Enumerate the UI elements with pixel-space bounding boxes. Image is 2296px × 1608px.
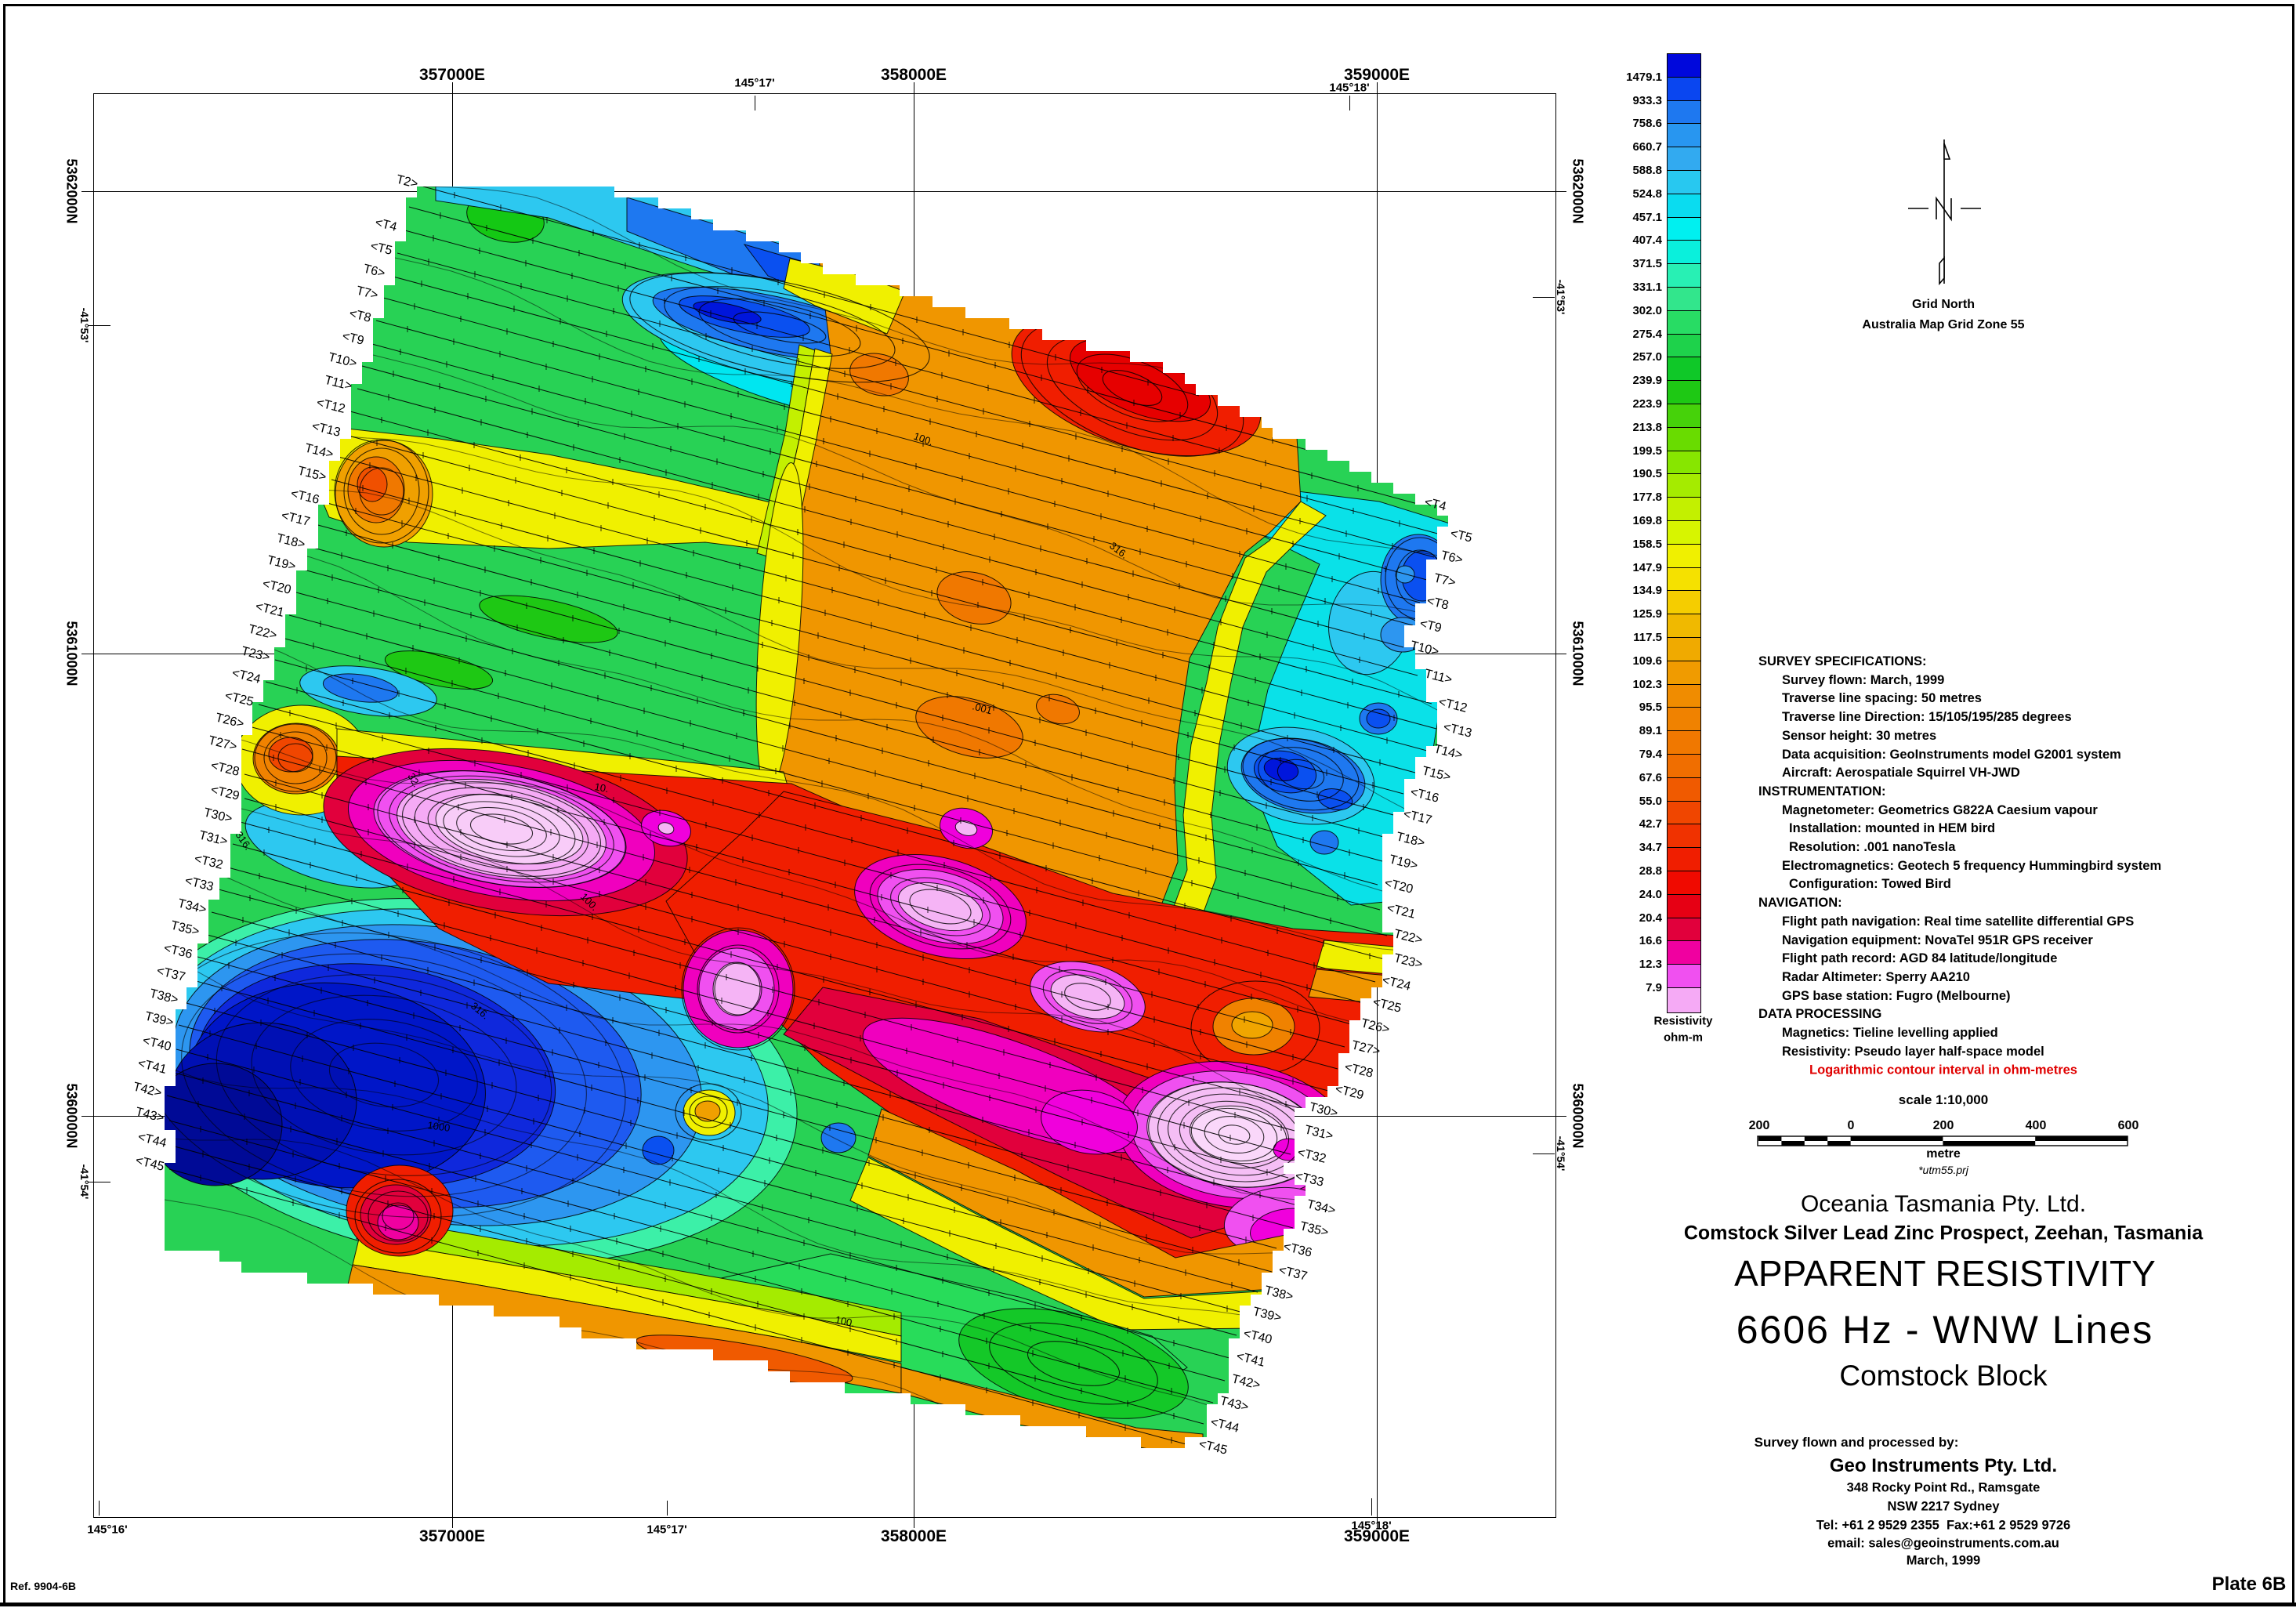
svg-text:<T24: <T24	[230, 666, 262, 686]
svg-text:10.: 10.	[593, 780, 609, 795]
svg-text:<T12: <T12	[315, 396, 346, 415]
svg-text:<T25: <T25	[223, 689, 255, 708]
svg-text:T31>: T31>	[197, 828, 229, 848]
svg-text:T39>: T39>	[143, 1009, 175, 1029]
svg-text:<T17: <T17	[280, 509, 311, 528]
svg-text:<T5: <T5	[369, 240, 393, 258]
svg-text:<T16: <T16	[1409, 785, 1440, 805]
svg-text:<T4: <T4	[1423, 495, 1447, 513]
svg-text:<T9: <T9	[1418, 617, 1443, 635]
svg-text:<T32: <T32	[193, 852, 224, 871]
svg-text:<T40: <T40	[141, 1034, 172, 1053]
svg-text:T11>: T11>	[323, 374, 353, 393]
svg-text:<T44: <T44	[1209, 1415, 1240, 1435]
svg-text:T43>: T43>	[1219, 1394, 1250, 1414]
svg-text:<T28: <T28	[1343, 1060, 1374, 1080]
svg-text:T30>: T30>	[1308, 1100, 1339, 1120]
svg-text:T26>: T26>	[1360, 1016, 1391, 1036]
svg-text:<T13: <T13	[310, 419, 342, 439]
svg-text:<T25: <T25	[1371, 995, 1403, 1015]
svg-text:<T45: <T45	[134, 1153, 165, 1173]
svg-text:T19>: T19>	[266, 553, 297, 573]
svg-text:T23>: T23>	[1392, 951, 1424, 971]
svg-text:T7>: T7>	[1432, 571, 1457, 589]
svg-text:T7>: T7>	[355, 284, 379, 302]
svg-text:<T20: <T20	[1383, 876, 1414, 896]
svg-text:<T13: <T13	[1442, 720, 1473, 740]
svg-text:T6>: T6>	[1440, 549, 1464, 567]
svg-text:<T9: <T9	[341, 330, 365, 348]
svg-text:<T29: <T29	[1334, 1082, 1365, 1102]
svg-text:T2>: T2>	[395, 173, 419, 191]
svg-text:T18>: T18>	[275, 531, 306, 551]
svg-text:<T45: <T45	[1197, 1437, 1229, 1457]
svg-text:<T16: <T16	[289, 487, 320, 506]
svg-text:T14>: T14>	[303, 441, 335, 461]
svg-text:T34>: T34>	[176, 896, 208, 916]
svg-text:T39>: T39>	[1251, 1305, 1283, 1324]
svg-text:100.: 100.	[834, 1313, 856, 1329]
svg-text:<T36: <T36	[162, 941, 194, 961]
svg-text:<T28: <T28	[209, 759, 241, 778]
svg-text:T30>: T30>	[202, 806, 234, 825]
svg-text:T15>: T15>	[1421, 764, 1452, 784]
svg-text:<T5: <T5	[1449, 527, 1473, 545]
svg-text:.001: .001	[971, 700, 993, 716]
svg-text:<T20: <T20	[261, 577, 292, 596]
svg-text:<T37: <T37	[1277, 1263, 1309, 1283]
svg-text:T15>: T15>	[296, 464, 328, 483]
svg-text:<T40: <T40	[1242, 1327, 1273, 1346]
svg-text:<T24: <T24	[1381, 973, 1412, 993]
svg-text:T11>: T11>	[1423, 667, 1454, 686]
svg-text:T34>: T34>	[1306, 1197, 1337, 1217]
svg-text:<T12: <T12	[1437, 695, 1468, 715]
svg-text:T43>: T43>	[134, 1105, 165, 1125]
svg-text:<T33: <T33	[183, 874, 215, 893]
svg-text:<T37: <T37	[155, 964, 187, 983]
svg-text:<T8: <T8	[1425, 594, 1450, 612]
svg-text:T22>: T22>	[247, 622, 278, 642]
svg-text:<T32: <T32	[1296, 1146, 1327, 1165]
svg-text:<T41: <T41	[1235, 1349, 1266, 1369]
svg-text:T35>: T35>	[1298, 1219, 1330, 1239]
svg-text:T19>: T19>	[1388, 853, 1419, 872]
svg-text:T23>: T23>	[240, 644, 271, 664]
svg-text:1000: 1000	[427, 1119, 451, 1134]
svg-text:T38>: T38>	[148, 987, 179, 1006]
svg-text:T42>: T42>	[1230, 1372, 1262, 1392]
svg-text:T6>: T6>	[362, 263, 386, 281]
svg-text:<T21: <T21	[1385, 901, 1417, 921]
svg-text:T14>: T14>	[1432, 742, 1464, 762]
svg-text:<T21: <T21	[254, 599, 285, 619]
svg-text:T22>: T22>	[1392, 927, 1424, 947]
svg-text:T26>: T26>	[214, 711, 245, 730]
svg-text:T18>: T18>	[1395, 830, 1426, 849]
svg-text:<T17: <T17	[1402, 807, 1433, 827]
svg-text:<T41: <T41	[136, 1056, 168, 1076]
svg-text:<T36: <T36	[1282, 1240, 1313, 1259]
svg-text:<T8: <T8	[348, 307, 372, 325]
svg-text:T35>: T35>	[169, 918, 201, 938]
svg-text:T31>: T31>	[1303, 1123, 1335, 1143]
svg-text:<T44: <T44	[136, 1130, 168, 1150]
svg-text:T27>: T27>	[1350, 1038, 1382, 1058]
svg-text:T27>: T27>	[207, 733, 238, 753]
svg-text:<T4: <T4	[374, 216, 398, 234]
svg-text:T38>: T38>	[1263, 1284, 1295, 1303]
svg-text:<T29: <T29	[209, 783, 241, 802]
svg-text:T10>: T10>	[327, 350, 358, 370]
svg-text:T42>: T42>	[132, 1080, 163, 1099]
